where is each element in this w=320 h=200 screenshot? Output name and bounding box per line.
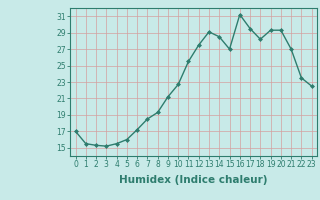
X-axis label: Humidex (Indice chaleur): Humidex (Indice chaleur) [119,175,268,185]
